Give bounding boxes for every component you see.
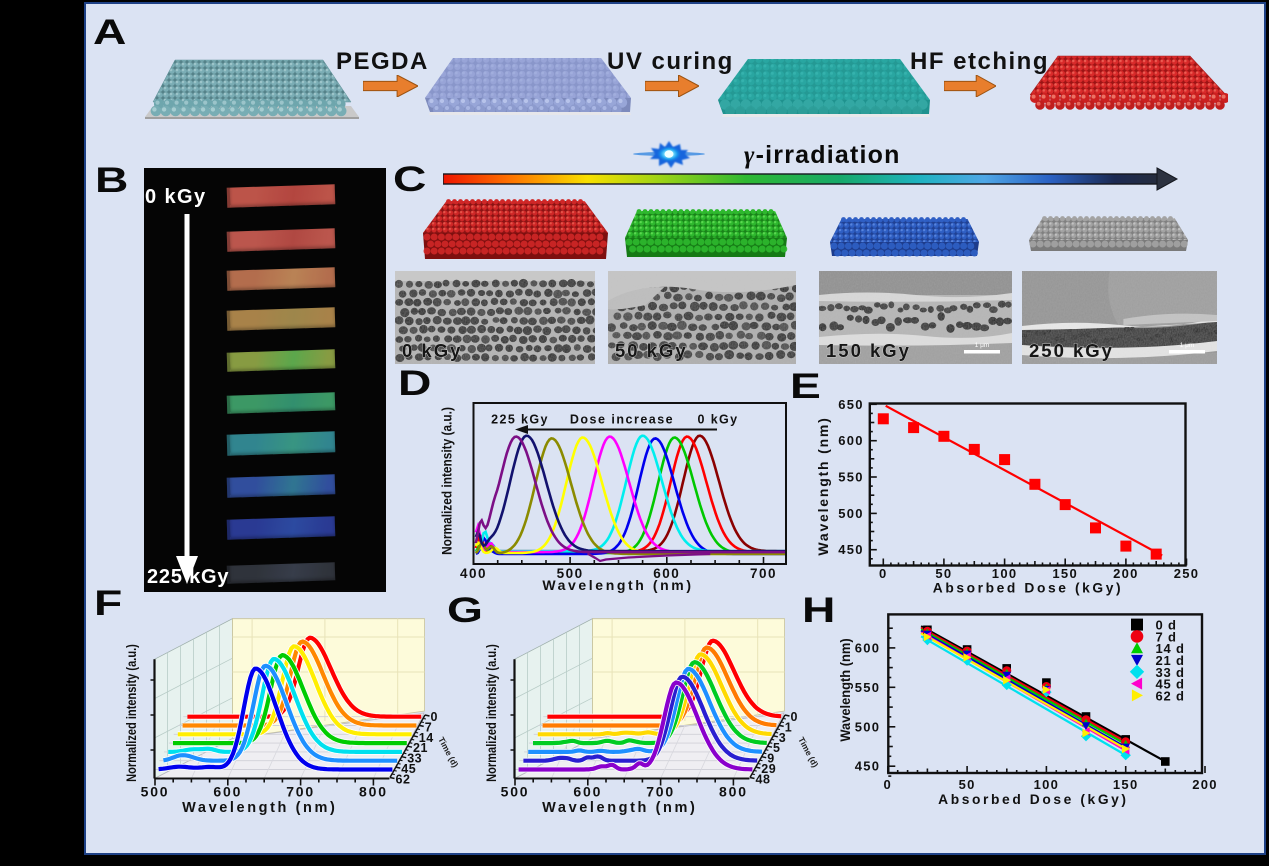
svg-text:800: 800: [359, 784, 388, 800]
svg-text:3: 3: [779, 731, 786, 745]
svg-text:0 d: 0 d: [1156, 618, 1177, 633]
svg-text:45 d: 45 d: [1156, 677, 1185, 692]
svg-text:0: 0: [791, 710, 798, 724]
svg-text:700: 700: [646, 784, 675, 800]
svg-text:0: 0: [884, 777, 893, 792]
svg-text:150: 150: [1113, 777, 1139, 792]
svg-text:Absorbed Dose (kGy): Absorbed Dose (kGy): [933, 581, 1123, 596]
svg-text:Absorbed Dose (kGy): Absorbed Dose (kGy): [938, 792, 1128, 807]
svg-text:Wavelength (nm): Wavelength (nm): [542, 800, 697, 816]
svg-text:48: 48: [756, 773, 771, 787]
svg-text:225 kGy: 225 kGy: [491, 413, 549, 427]
svg-text:250 kGy: 250 kGy: [1029, 340, 1114, 361]
svg-text:250: 250: [1174, 566, 1200, 581]
svg-text:450: 450: [838, 542, 864, 557]
svg-text:500: 500: [838, 506, 864, 521]
svg-text:1 μm: 1 μm: [975, 342, 990, 349]
svg-text:1 μm: 1 μm: [1180, 342, 1195, 349]
svg-text:21: 21: [413, 741, 428, 755]
svg-text:0: 0: [431, 710, 438, 724]
svg-text:33: 33: [407, 752, 422, 766]
svg-text:700: 700: [750, 566, 777, 581]
svg-text:100: 100: [992, 566, 1018, 581]
svg-text:200: 200: [1192, 777, 1218, 792]
svg-text:150: 150: [1052, 566, 1078, 581]
svg-text:550: 550: [855, 680, 881, 695]
svg-text:0 kGy: 0 kGy: [402, 340, 462, 361]
svg-text:1: 1: [785, 720, 792, 734]
svg-text:5: 5: [773, 741, 780, 755]
svg-text:650: 650: [838, 397, 864, 412]
svg-text:14: 14: [419, 731, 434, 745]
svg-text:7 d: 7 d: [1156, 629, 1177, 644]
svg-text:14 d: 14 d: [1156, 641, 1185, 656]
svg-text:45: 45: [401, 762, 416, 776]
svg-text:150 kGy: 150 kGy: [826, 340, 911, 361]
svg-text:62 d: 62 d: [1156, 688, 1185, 703]
svg-text:450: 450: [855, 759, 881, 774]
svg-text:500: 500: [557, 566, 584, 581]
svg-text:21 d: 21 d: [1156, 653, 1185, 668]
svg-text:200: 200: [1113, 566, 1139, 581]
svg-text:500: 500: [501, 784, 530, 800]
svg-text:7: 7: [425, 720, 432, 734]
svg-text:50: 50: [959, 777, 976, 792]
svg-text:600: 600: [653, 566, 680, 581]
svg-text:Wavelength (nm): Wavelength (nm): [542, 577, 693, 593]
svg-text:700: 700: [286, 784, 315, 800]
svg-text:600: 600: [213, 784, 242, 800]
svg-text:600: 600: [838, 433, 864, 448]
svg-text:400: 400: [460, 566, 487, 581]
svg-text:550: 550: [838, 470, 864, 485]
svg-text:Wavelength (nm): Wavelength (nm): [182, 800, 337, 816]
svg-text:33 d: 33 d: [1156, 665, 1185, 680]
svg-text:9: 9: [767, 752, 774, 766]
svg-text:500: 500: [141, 784, 170, 800]
svg-text:600: 600: [573, 784, 602, 800]
svg-text:600: 600: [855, 640, 881, 655]
svg-text:Dose increase: Dose increase: [570, 413, 674, 427]
svg-text:100: 100: [1034, 777, 1060, 792]
svg-text:62: 62: [396, 773, 411, 787]
svg-text:50: 50: [935, 566, 952, 581]
svg-text:0 kGy: 0 kGy: [697, 413, 738, 427]
svg-text:29: 29: [761, 762, 776, 776]
svg-text:500: 500: [855, 719, 881, 734]
svg-text:800: 800: [719, 784, 748, 800]
svg-text:50 kGy: 50 kGy: [615, 340, 688, 361]
svg-text:0: 0: [879, 566, 888, 581]
